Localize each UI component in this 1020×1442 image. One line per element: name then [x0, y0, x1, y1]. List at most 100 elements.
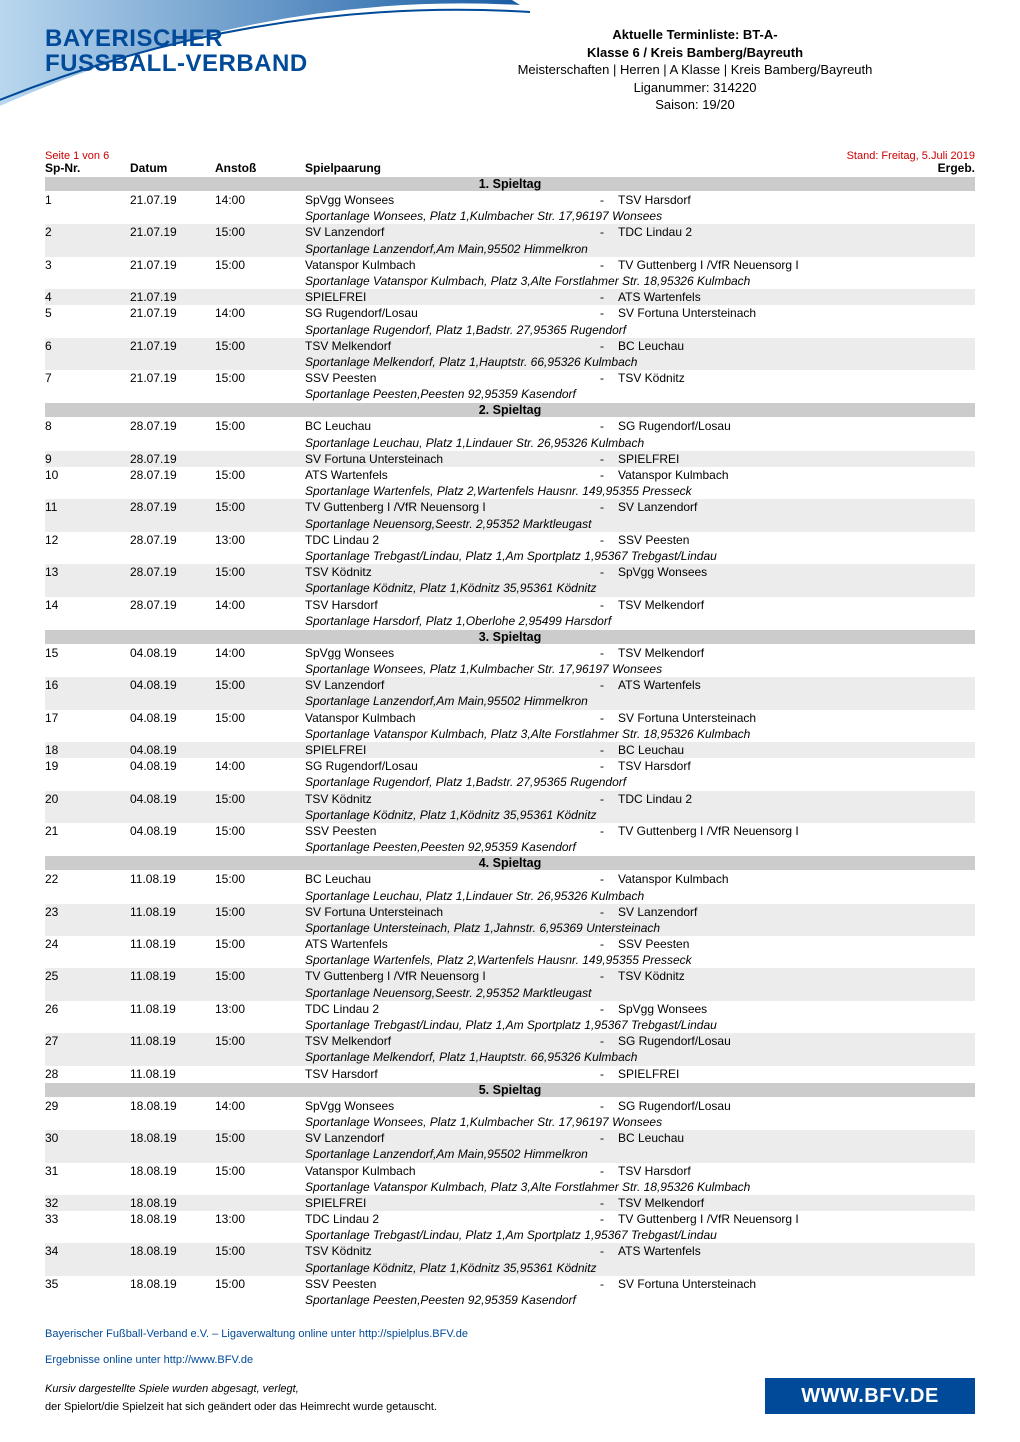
match-home: SG Rugendorf/Losau: [305, 758, 600, 774]
bfv-footer-text: WWW.BFV.DE: [801, 1385, 939, 1408]
match-away: TSV Harsdorf: [618, 758, 975, 774]
match-sep: -: [600, 936, 618, 952]
venue-row: Sportanlage Ködnitz, Platz 1,Ködnitz 35,…: [45, 807, 975, 823]
match-away: TSV Harsdorf: [618, 1163, 975, 1179]
match-venue: Sportanlage Neuensorg,Seestr. 2,95352 Ma…: [305, 516, 975, 532]
match-nr: 29: [45, 1098, 130, 1114]
schedule: 1. Spieltag121.07.1914:00SpVgg Wonsees-T…: [45, 177, 975, 1308]
matchday-header: 1. Spieltag: [45, 177, 975, 191]
match-home: TV Guttenberg I /VfR Neuensorg I: [305, 499, 600, 515]
match-away: Vatanspor Kulmbach: [618, 871, 975, 887]
match-sep: -: [600, 742, 618, 758]
match-kick: 15:00: [215, 1163, 305, 1179]
match-away: SV Lanzendorf: [618, 499, 975, 515]
match-kick: 14:00: [215, 758, 305, 774]
match-home: TDC Lindau 2: [305, 1001, 600, 1017]
match-kick: [215, 742, 305, 758]
match-date: 18.08.19: [130, 1243, 215, 1259]
match-sep: -: [600, 645, 618, 661]
venue-row: Sportanlage Wartenfels, Platz 2,Wartenfe…: [45, 952, 975, 968]
match-date: 21.07.19: [130, 289, 215, 305]
match-date: 21.07.19: [130, 192, 215, 208]
match-row: 828.07.1915:00BC Leuchau-SG Rugendorf/Lo…: [45, 418, 975, 434]
match-away: TSV Ködnitz: [618, 370, 975, 386]
match-venue: Sportanlage Lanzendorf,Am Main,95502 Him…: [305, 693, 975, 709]
match-row: 621.07.1915:00TSV Melkendorf-BC Leuchau: [45, 338, 975, 354]
match-home: Vatanspor Kulmbach: [305, 1163, 600, 1179]
match-nr: 7: [45, 370, 130, 386]
match-kick: [215, 1066, 305, 1082]
match-nr: 5: [45, 305, 130, 321]
header-l2: Klasse 6 / Kreis Bamberg/Bayreuth: [415, 44, 975, 62]
match-row: 928.07.19SV Fortuna Untersteinach-SPIELF…: [45, 451, 975, 467]
match-home: SV Fortuna Untersteinach: [305, 451, 600, 467]
match-venue: Sportanlage Lanzendorf,Am Main,95502 Him…: [305, 1146, 975, 1162]
venue-row: Sportanlage Peesten,Peesten 92,95359 Kas…: [45, 1292, 975, 1308]
match-sep: -: [600, 1276, 618, 1292]
venue-row: Sportanlage Rugendorf, Platz 1,Badstr. 2…: [45, 322, 975, 338]
venue-row: Sportanlage Untersteinach, Platz 1,Jahns…: [45, 920, 975, 936]
match-kick: 14:00: [215, 645, 305, 661]
match-date: 04.08.19: [130, 823, 215, 839]
match-away: SPIELFREI: [618, 1066, 975, 1082]
match-kick: 14:00: [215, 1098, 305, 1114]
match-away: SV Fortuna Untersteinach: [618, 305, 975, 321]
match-sep: -: [600, 224, 618, 240]
match-row: 2711.08.1915:00TSV Melkendorf-SG Rugendo…: [45, 1033, 975, 1049]
header-info: Aktuelle Terminliste: BT-A- Klasse 6 / K…: [415, 26, 975, 114]
match-row: 721.07.1915:00SSV Peesten-TSV Ködnitz: [45, 370, 975, 386]
match-venue: Sportanlage Vatanspor Kulmbach, Platz 3,…: [305, 273, 975, 289]
match-nr: 18: [45, 742, 130, 758]
match-away: TSV Harsdorf: [618, 192, 975, 208]
venue-row: Sportanlage Lanzendorf,Am Main,95502 Him…: [45, 241, 975, 257]
match-away: SG Rugendorf/Losau: [618, 1033, 975, 1049]
match-row: 1504.08.1914:00SpVgg Wonsees-TSV Melkend…: [45, 645, 975, 661]
match-venue: Sportanlage Harsdorf, Platz 1,Oberlohe 2…: [305, 613, 975, 629]
match-kick: 15:00: [215, 823, 305, 839]
match-venue: Sportanlage Vatanspor Kulmbach, Platz 3,…: [305, 1179, 975, 1195]
match-venue: Sportanlage Untersteinach, Platz 1,Jahns…: [305, 920, 975, 936]
match-away: BC Leuchau: [618, 742, 975, 758]
venue-row: Sportanlage Melkendorf, Platz 1,Hauptstr…: [45, 1049, 975, 1065]
match-sep: -: [600, 499, 618, 515]
match-venue: Sportanlage Wartenfels, Platz 2,Wartenfe…: [305, 483, 975, 499]
match-sep: -: [600, 564, 618, 580]
match-date: 04.08.19: [130, 710, 215, 726]
match-away: SG Rugendorf/Losau: [618, 418, 975, 434]
match-date: 11.08.19: [130, 1066, 215, 1082]
match-date: 28.07.19: [130, 467, 215, 483]
match-sep: -: [600, 1001, 618, 1017]
match-home: SPIELFREI: [305, 1195, 600, 1211]
match-date: 11.08.19: [130, 871, 215, 887]
match-date: 18.08.19: [130, 1098, 215, 1114]
match-sep: -: [600, 791, 618, 807]
match-home: ATS Wartenfels: [305, 467, 600, 483]
match-date: 11.08.19: [130, 968, 215, 984]
match-venue: Sportanlage Wonsees, Platz 1,Kulmbacher …: [305, 208, 975, 224]
venue-row: Sportanlage Neuensorg,Seestr. 2,95352 Ma…: [45, 516, 975, 532]
match-away: ATS Wartenfels: [618, 289, 975, 305]
match-away: TV Guttenberg I /VfR Neuensorg I: [618, 257, 975, 273]
match-row: 2511.08.1915:00TV Guttenberg I /VfR Neue…: [45, 968, 975, 984]
match-nr: 13: [45, 564, 130, 580]
header-l3: Meisterschaften | Herren | A Klasse | Kr…: [415, 61, 975, 79]
match-nr: 24: [45, 936, 130, 952]
match-sep: -: [600, 1211, 618, 1227]
venue-row: Sportanlage Wonsees, Platz 1,Kulmbacher …: [45, 661, 975, 677]
match-sep: -: [600, 904, 618, 920]
match-date: 28.07.19: [130, 564, 215, 580]
match-row: 3418.08.1915:00TSV Ködnitz-ATS Wartenfel…: [45, 1243, 975, 1259]
match-date: 21.07.19: [130, 370, 215, 386]
match-home: TSV Harsdorf: [305, 597, 600, 613]
match-kick: 15:00: [215, 418, 305, 434]
match-kick: 15:00: [215, 499, 305, 515]
match-kick: 15:00: [215, 1033, 305, 1049]
match-home: SpVgg Wonsees: [305, 645, 600, 661]
match-venue: Sportanlage Ködnitz, Platz 1,Ködnitz 35,…: [305, 1260, 975, 1276]
match-home: SPIELFREI: [305, 289, 600, 305]
match-row: 2411.08.1915:00ATS Wartenfels-SSV Peeste…: [45, 936, 975, 952]
match-row: 221.07.1915:00SV Lanzendorf-TDC Lindau 2: [45, 224, 975, 240]
match-date: 11.08.19: [130, 936, 215, 952]
match-away: TV Guttenberg I /VfR Neuensorg I: [618, 1211, 975, 1227]
match-row: 1604.08.1915:00SV Lanzendorf-ATS Wartenf…: [45, 677, 975, 693]
